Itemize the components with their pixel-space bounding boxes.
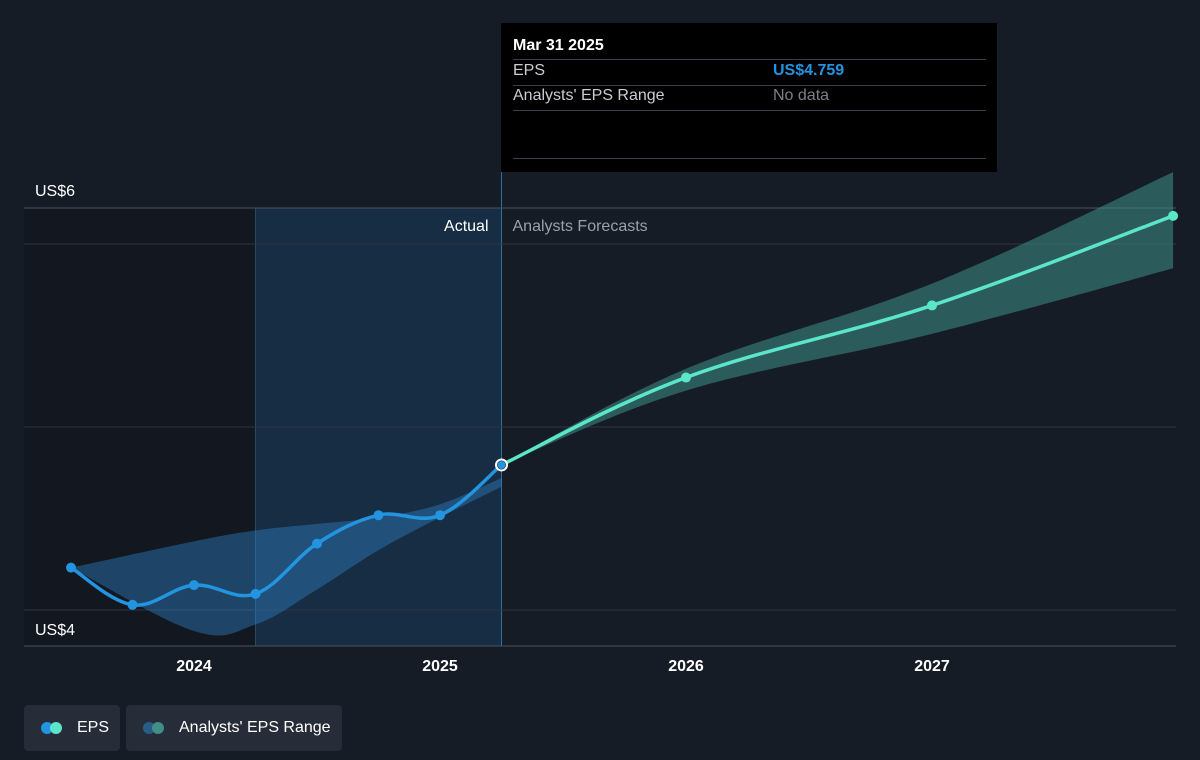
y-axis-top-label: US$6 bbox=[35, 183, 75, 200]
forecast-region-label: Analysts Forecasts bbox=[513, 218, 648, 235]
x-tick-label-2027: 2027 bbox=[914, 658, 950, 675]
y-axis-bottom-label: US$4 bbox=[35, 622, 75, 639]
eps-point-actual-5 bbox=[373, 510, 384, 521]
legend-range-button[interactable]: Analysts' EPS Range bbox=[126, 705, 342, 751]
eps-point-actual-6 bbox=[435, 510, 445, 521]
eps-point-forecast-2 bbox=[927, 300, 937, 311]
eps-point-actual-4 bbox=[312, 538, 322, 549]
eps-point-actual-0 bbox=[66, 562, 76, 573]
eps-point-hover-core bbox=[497, 460, 506, 469]
tooltip-eps-value: US$4.759 bbox=[773, 62, 845, 79]
legend-eps-button[interactable]: EPS bbox=[24, 705, 120, 751]
legend-eps-label: EPS bbox=[77, 719, 110, 736]
eps-range-band-1 bbox=[501, 172, 1174, 465]
tooltip-range-value: No data bbox=[773, 87, 830, 104]
legend-range-label: Analysts' EPS Range bbox=[179, 719, 331, 736]
eps-line-forecast bbox=[499, 214, 1175, 467]
x-tick-label-2026: 2026 bbox=[668, 658, 704, 675]
eps-point-actual-2 bbox=[189, 580, 199, 591]
tooltip-eps-row: EPS US$4.759 bbox=[513, 59, 986, 86]
tooltip-divider bbox=[513, 158, 986, 159]
range-legend-icon bbox=[143, 721, 169, 735]
x-tick-label-2024: 2024 bbox=[176, 658, 212, 675]
eps-point-actual-1 bbox=[127, 599, 138, 610]
eps-point-forecast-3 bbox=[1168, 210, 1179, 221]
tooltip-date: Mar 31 2025 bbox=[513, 37, 604, 54]
tooltip-range-label: Analysts' EPS Range bbox=[513, 87, 665, 104]
hover-tooltip: Mar 31 2025 EPS US$4.759 Analysts' EPS R… bbox=[501, 23, 997, 172]
eps-point-actual-3 bbox=[250, 588, 261, 599]
tooltip-range-row: Analysts' EPS Range No data bbox=[513, 85, 986, 111]
tooltip-eps-label: EPS bbox=[513, 62, 546, 79]
eps-legend-icon bbox=[41, 721, 67, 735]
actual-region-label: Actual bbox=[444, 218, 488, 235]
eps-point-forecast-1 bbox=[681, 372, 691, 383]
x-tick-label-2025: 2025 bbox=[422, 658, 458, 675]
eps-range-band-0 bbox=[71, 478, 502, 636]
